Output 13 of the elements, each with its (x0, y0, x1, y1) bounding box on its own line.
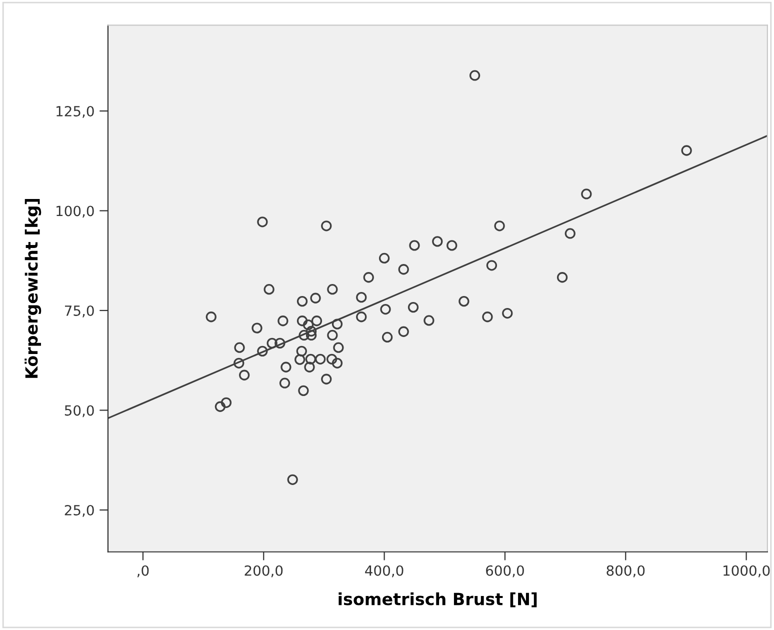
y-tick-label: 50,0 (64, 405, 94, 418)
x-tick-label: 800,0 (606, 565, 645, 578)
x-tick-label: 1000,0 (724, 565, 770, 578)
y-tick-label: 75,0 (64, 305, 94, 318)
x-tick-label: 200,0 (244, 565, 283, 578)
y-axis-title: Körpergewicht [kg] (24, 199, 42, 378)
x-tick-label: 400,0 (365, 565, 404, 578)
y-tick-label: 100,0 (56, 206, 94, 218)
x-tick-label: ,0 (137, 565, 149, 578)
x-tick-label: 600,0 (486, 565, 524, 578)
x-axis-title: isometrisch Brust [N] (338, 592, 537, 608)
y-tick-label: 25,0 (64, 504, 94, 517)
y-tick-label: 125,0 (56, 106, 94, 118)
